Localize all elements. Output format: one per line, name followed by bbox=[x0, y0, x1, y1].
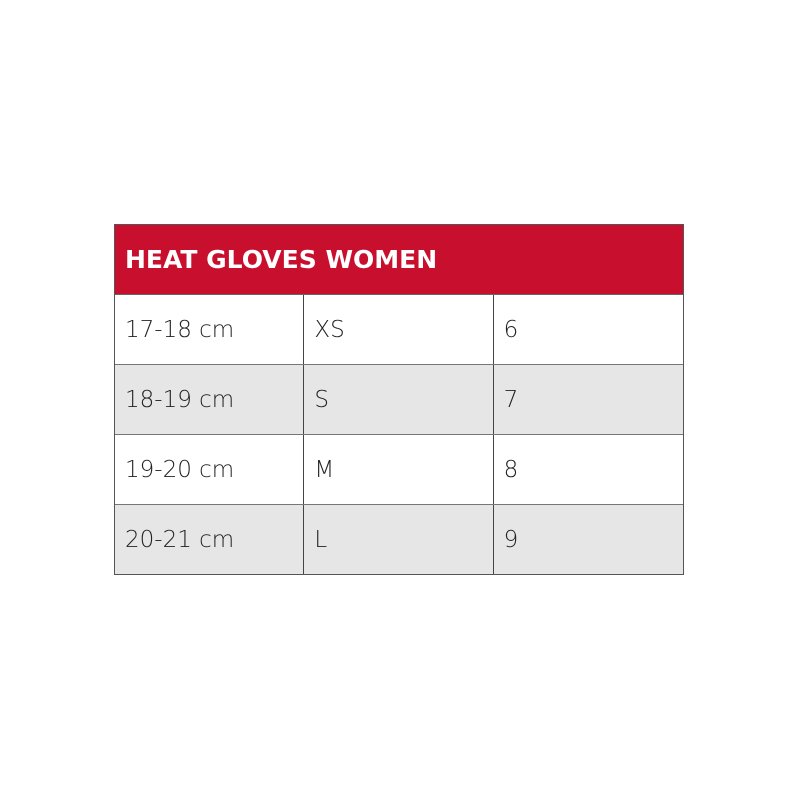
letter-size-cell: M bbox=[304, 435, 494, 504]
hand-size-cell: 17-18 cm bbox=[115, 295, 305, 364]
table-title: HEAT GLOVES WOMEN bbox=[115, 225, 683, 295]
table-row: 17-18 cm XS 6 bbox=[115, 295, 683, 365]
number-size-cell: 9 bbox=[503, 526, 519, 553]
number-size-cell: 7 bbox=[503, 386, 519, 413]
hand-size-cell: 18-19 cm bbox=[115, 365, 305, 434]
table-row: 18-19 cm S 7 bbox=[115, 365, 683, 435]
number-size-cell: 6 bbox=[503, 316, 519, 343]
number-size-cell: 8 bbox=[503, 456, 519, 483]
letter-size-cell: XS bbox=[304, 295, 494, 364]
hand-size-cell: 19-20 cm bbox=[115, 435, 305, 504]
table-row: 20-21 cm L 9 bbox=[115, 505, 683, 574]
letter-size-cell: S bbox=[304, 365, 494, 434]
hand-size-cell: 20-21 cm bbox=[115, 505, 305, 574]
table-row: 19-20 cm M 8 bbox=[115, 435, 683, 505]
letter-size-cell: L bbox=[304, 505, 494, 574]
size-chart-table: HEAT GLOVES WOMEN 17-18 cm XS 6 18-19 cm… bbox=[114, 224, 684, 575]
